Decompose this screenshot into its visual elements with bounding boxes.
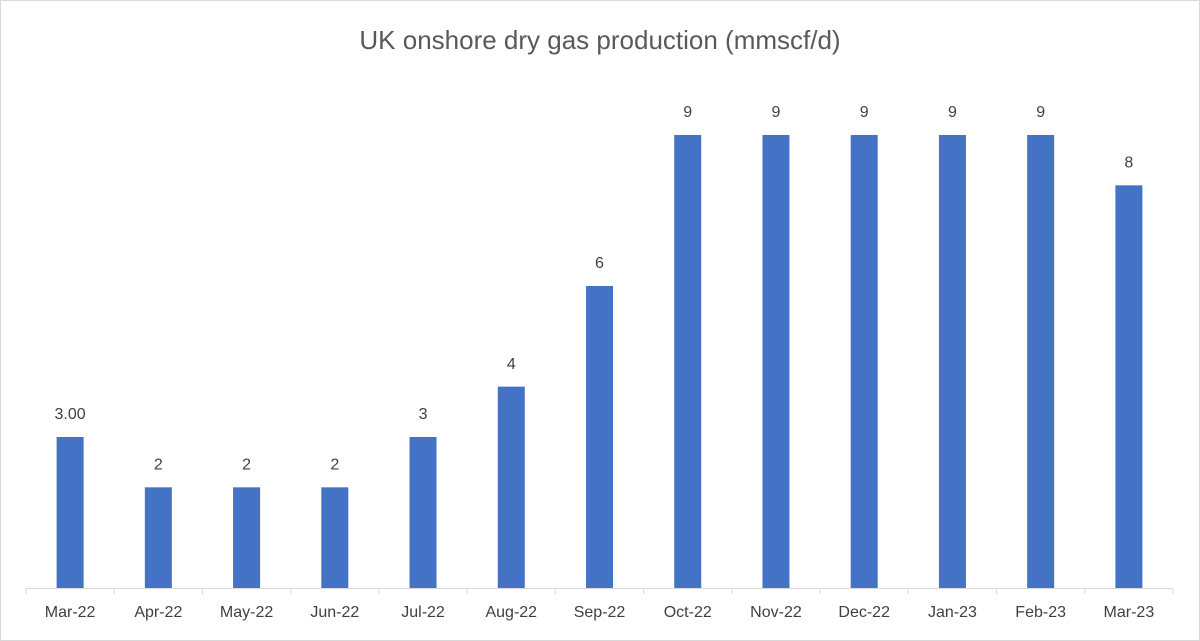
x-tick-label: Jul-22 [401, 604, 445, 621]
data-label: 2 [154, 457, 163, 474]
x-tick-label: Sep-22 [574, 604, 626, 621]
x-tick-label: Jan-23 [928, 604, 977, 621]
x-tick-label: May-22 [220, 604, 273, 621]
x-tick-label: Feb-23 [1015, 604, 1066, 621]
bar [674, 135, 702, 588]
x-tick-label: Mar-23 [1104, 604, 1155, 621]
data-label: 3.00 [55, 406, 86, 423]
bar [497, 386, 525, 588]
bar [144, 487, 172, 588]
bar [586, 286, 613, 588]
data-label: 9 [772, 104, 781, 121]
data-label: 6 [595, 255, 604, 272]
x-tick-label: Mar-22 [45, 604, 96, 621]
data-label: 8 [1124, 155, 1133, 172]
data-label: 9 [1036, 104, 1045, 121]
bar [1027, 135, 1055, 588]
x-tick-label: Aug-22 [485, 604, 537, 621]
data-label: 2 [242, 457, 251, 474]
bar [56, 437, 84, 588]
data-label: 4 [507, 356, 516, 373]
x-tick-label: Oct-22 [664, 604, 712, 621]
x-tick-label: Apr-22 [134, 604, 182, 621]
data-label: 9 [683, 104, 692, 121]
bar [850, 135, 878, 588]
bar [321, 487, 349, 588]
bar [233, 487, 261, 588]
x-tick-label: Nov-22 [750, 604, 802, 621]
x-tick-label: Dec-22 [838, 604, 890, 621]
chart-title: UK onshore dry gas production (mmscf/d) [359, 25, 840, 55]
data-label: 3 [419, 406, 428, 423]
bar [1115, 185, 1143, 589]
bar [409, 437, 437, 588]
data-label: 9 [860, 104, 869, 121]
data-label: 2 [330, 457, 339, 474]
bar [762, 135, 790, 588]
x-tick-label: Jun-22 [310, 604, 359, 621]
bar [938, 135, 966, 588]
data-label: 9 [948, 104, 957, 121]
